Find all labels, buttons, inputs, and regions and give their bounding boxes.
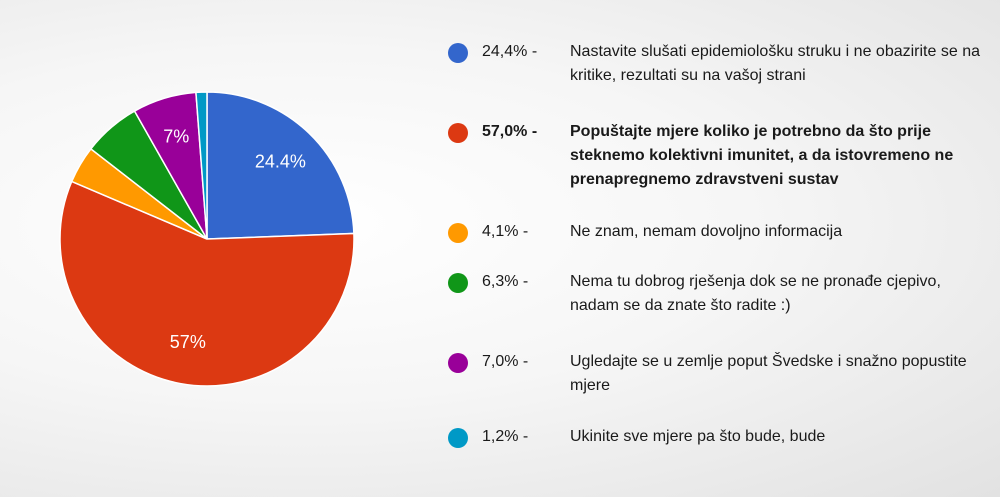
legend-label: Nema tu dobrog rješenja dok se ne pronađ… <box>570 273 941 314</box>
legend-swatch <box>448 273 468 293</box>
legend-percentage: 7,0% - <box>482 353 529 370</box>
legend-percentage: 6,3% - <box>482 273 529 290</box>
legend-swatch <box>448 43 468 63</box>
slice-label: 24.4% <box>255 152 306 172</box>
legend-item: 7,0% - Ugledajte se u zemlje poput Švedsk… <box>448 350 988 398</box>
legend-percentage: 24,4% - <box>482 43 538 60</box>
legend-label: Ugledajte se u zemlje poput Švedske i sn… <box>570 353 967 394</box>
slice-label: 7% <box>163 126 189 146</box>
pie-chart: 24.4% 57% 7% <box>59 91 355 387</box>
legend-swatch <box>448 123 468 143</box>
legend-label: Popuštajte mjere koliko je potrebno da š… <box>570 123 954 188</box>
legend-swatch <box>448 353 468 373</box>
legend-label: Ne znam, nemam dovoljno informacija <box>570 223 843 240</box>
legend-label: Nastavite slušati epidemiološku struku i… <box>570 43 980 84</box>
legend-percentage: 4,1% - <box>482 223 529 240</box>
legend-item: 1,2% - Ukinite sve mjere pa što bude, bud… <box>448 425 988 449</box>
legend-percentage: 1,2% - <box>482 428 529 445</box>
legend-swatch <box>448 428 468 448</box>
legend-item: 4,1% - Ne znam, nemam dovoljno informacij… <box>448 220 988 244</box>
pie-slice <box>59 180 355 387</box>
legend-percentage: 57,0% - <box>482 123 538 140</box>
legend-item: 24,4% - Nastavite slušati epidemiološku s… <box>448 40 988 88</box>
legend-label: Ukinite sve mjere pa što bude, bude <box>570 428 826 445</box>
legend-item: 57,0% - Popuštajte mjere koliko je potreb… <box>448 120 988 192</box>
pie-slice <box>195 91 208 240</box>
pie-slice <box>206 91 355 240</box>
slice-label: 57% <box>170 332 206 352</box>
legend-swatch <box>448 223 468 243</box>
legend-item: 6,3% - Nema tu dobrog rješenja dok se ne … <box>448 270 988 318</box>
